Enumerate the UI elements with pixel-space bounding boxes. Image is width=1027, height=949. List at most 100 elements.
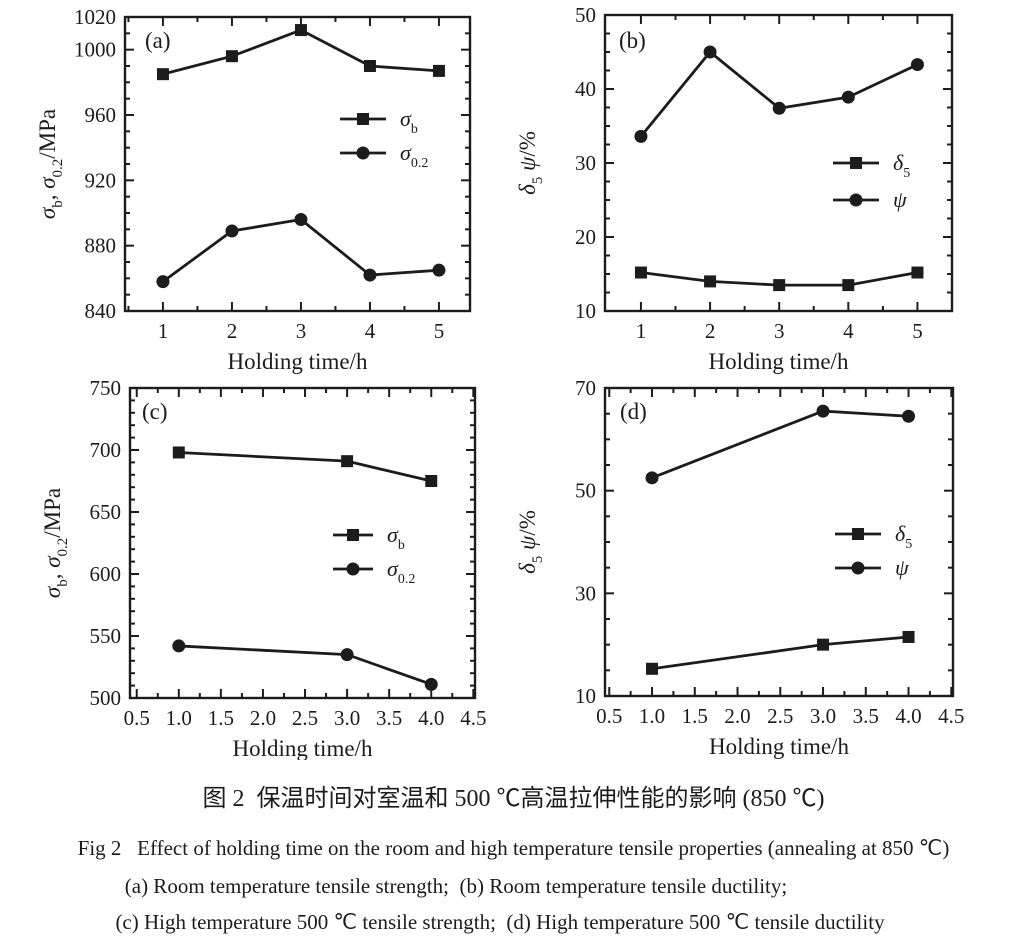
point-sigma-b-1 xyxy=(156,68,169,81)
point-sigma-0-2-1 xyxy=(156,275,170,289)
series-sigma-b xyxy=(156,24,445,81)
x-tick-label: 1.0 xyxy=(639,704,665,728)
point-delta-5-4 xyxy=(842,279,855,292)
series-delta-5 xyxy=(646,630,915,675)
x-tick-label: 2.5 xyxy=(292,706,318,730)
chart-a-room-temp-strength: 1 2 3 4 5 840 880 920 960 1000 1020 σb σ0.2 (a) Holdin… xyxy=(35,5,472,374)
point-psi-3 xyxy=(772,101,786,115)
point-delta-5-2 xyxy=(704,275,717,288)
axis-ticks xyxy=(605,14,952,312)
x-tick-label: 2.0 xyxy=(250,706,276,730)
point-psi-2 xyxy=(703,45,717,59)
x-tick-label: 2 xyxy=(227,319,238,343)
panel-label-d: (d) xyxy=(620,399,647,424)
chart-c-high-temp-strength: 0.5 1.0 1.5 2.0 2.5 3.0 3.5 4.0 4.5 500 550 600 650 7… xyxy=(40,376,486,760)
x-axis-label: Holding time/h xyxy=(709,349,849,374)
x-tick-label: 3.0 xyxy=(334,706,360,730)
series-line-sigma-b xyxy=(162,28,440,76)
series-line-delta-5 xyxy=(651,635,909,671)
y-axis-label: δ5 ψ/% xyxy=(515,510,546,574)
x-tick-label: 1.5 xyxy=(682,704,708,728)
point-sigma-b-3 xyxy=(341,455,354,468)
point-psi-1 xyxy=(634,129,648,143)
point-sigma-b-4 xyxy=(425,475,438,487)
y-tick-label: 600 xyxy=(90,562,122,586)
point-sigma-b-5 xyxy=(432,64,445,77)
point-psi-4 xyxy=(902,409,916,423)
legend-label-sigma-b: σb xyxy=(387,522,405,553)
y-tick-label: 880 xyxy=(85,234,117,258)
legend-label-delta-5: δ5 xyxy=(895,521,912,552)
y-tick-label: 30 xyxy=(575,151,596,175)
point-delta-5-3 xyxy=(773,279,786,292)
x-tick-label: 0.5 xyxy=(124,706,150,730)
point-sigma-0-2-3 xyxy=(340,648,354,662)
legend-marker-sigma-b xyxy=(347,529,359,541)
series-psi xyxy=(634,45,924,143)
y-tick-label: 10 xyxy=(575,684,596,708)
x-tick-label: 4.5 xyxy=(460,706,486,730)
y-tick-label: 10 xyxy=(575,299,596,323)
legend: δ5 ψ xyxy=(833,150,910,212)
y-tick-label: 750 xyxy=(90,376,122,400)
y-tick-label: 550 xyxy=(90,624,122,648)
series-sigma-b xyxy=(172,446,438,487)
point-delta-5-1 xyxy=(634,266,647,279)
caption-sub-a-b: (a) Room temperature tensile strength; (… xyxy=(124,874,788,898)
axis-ticks xyxy=(130,387,475,699)
x-tick-label: 3.5 xyxy=(853,704,879,728)
legend-label-sigma-0-2: σ0.2 xyxy=(387,556,415,587)
legend-label-psi: ψ xyxy=(893,187,907,212)
x-tick-label: 4 xyxy=(365,319,376,343)
panel-label-a: (a) xyxy=(145,28,171,53)
point-psi-5 xyxy=(910,58,924,72)
series-line-sigma-0-2 xyxy=(178,644,432,686)
x-tick-label: 4 xyxy=(843,319,854,343)
y-tick-label: 70 xyxy=(575,376,596,400)
x-tick-label: 0.5 xyxy=(596,704,622,728)
x-tick-label: 4.0 xyxy=(418,706,444,730)
panel-label-b: (b) xyxy=(619,28,646,53)
x-tick-label: 2.0 xyxy=(724,704,750,728)
series-line-sigma-0-2 xyxy=(162,218,440,283)
chart-b-room-temp-ductility: 1 2 3 4 5 10 20 30 40 50 δ5 ψ (b) Holding time/h δ5 ψ/… xyxy=(515,3,954,374)
point-sigma-0-2-3 xyxy=(294,213,308,227)
legend: δ5 ψ xyxy=(835,521,912,580)
y-tick-label: 500 xyxy=(90,686,122,710)
chart-d-high-temp-ductility: 0.5 1.0 1.5 2.0 2.5 3.0 3.5 4.0 4.5 10 30 50 70 δ5 ψ (d… xyxy=(515,376,964,759)
x-tick-label: 2 xyxy=(705,319,716,343)
series-sigma-0-2 xyxy=(172,639,438,691)
x-tick-label: 2.5 xyxy=(767,704,793,728)
point-sigma-0-2-1 xyxy=(172,639,186,653)
y-tick-label: 40 xyxy=(575,77,596,101)
x-tick-label: 4.0 xyxy=(895,704,921,728)
legend-marker-delta-5 xyxy=(852,528,864,540)
y-tick-label: 960 xyxy=(85,103,117,127)
x-tick-label: 3 xyxy=(774,319,785,343)
x-tick-label: 1.5 xyxy=(208,706,234,730)
series-sigma-0-2 xyxy=(156,213,446,289)
legend-marker-sigma-b xyxy=(357,113,369,125)
point-sigma-0-2-4 xyxy=(363,268,377,282)
panel-label-c: (c) xyxy=(142,399,168,424)
y-tick-label: 1020 xyxy=(74,5,116,29)
point-sigma-b-4 xyxy=(363,60,376,72)
y-tick-label: 1000 xyxy=(74,38,116,62)
legend-label-sigma-0-2: σ0.2 xyxy=(400,140,428,171)
point-delta-5-5 xyxy=(911,266,924,279)
y-tick-label: 50 xyxy=(575,3,596,27)
y-tick-label: 920 xyxy=(85,168,117,192)
x-axis-label: Holding time/h xyxy=(709,734,849,759)
plot-frame xyxy=(128,386,477,700)
point-sigma-b-2 xyxy=(225,50,238,63)
legend-marker-sigma-0-2 xyxy=(356,146,370,160)
point-sigma-b-3 xyxy=(294,24,307,37)
legend: σb σ0.2 xyxy=(333,522,415,587)
point-delta-5-1 xyxy=(646,662,659,675)
caption-english: Fig 2 Effect of holding time on the room… xyxy=(77,836,950,860)
y-tick-label: 700 xyxy=(90,438,122,462)
point-psi-3 xyxy=(816,404,830,418)
axis-ticks xyxy=(125,16,470,312)
series-delta-5 xyxy=(634,266,924,292)
